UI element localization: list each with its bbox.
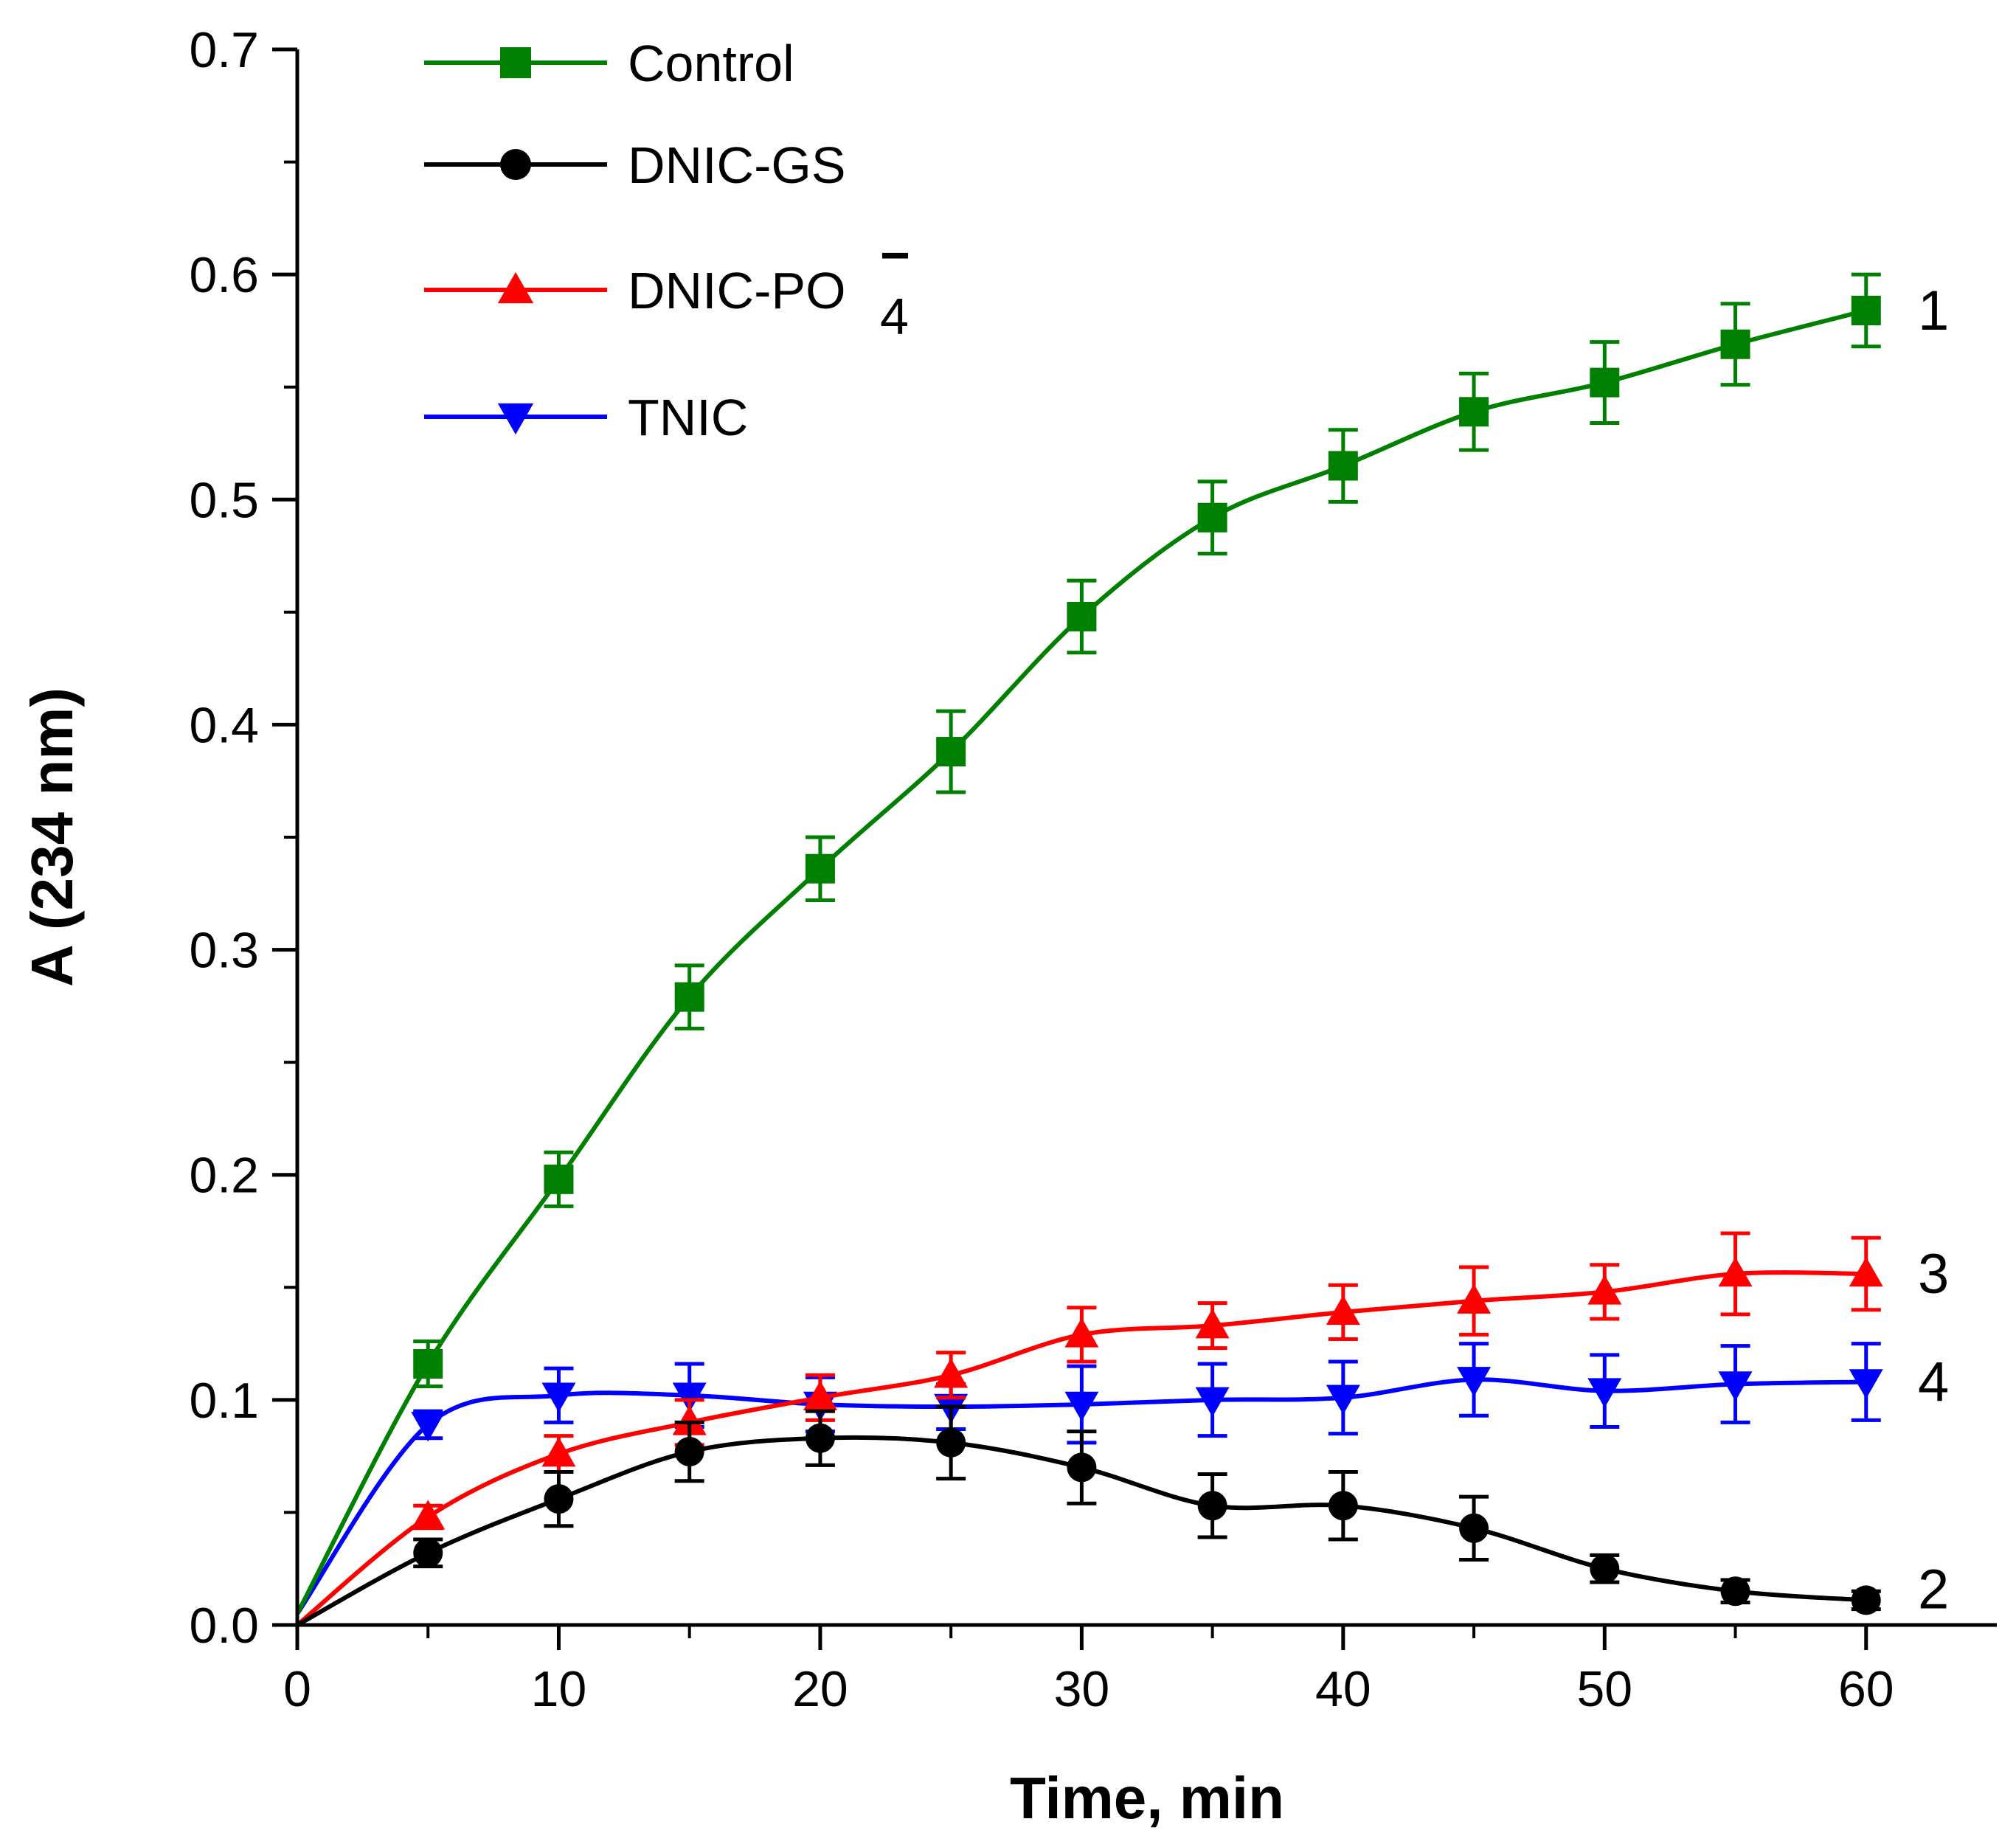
data-point: [1849, 1369, 1883, 1399]
data-point: [805, 853, 835, 884]
x-tick-label: 20: [792, 1661, 848, 1717]
data-point: [1851, 295, 1881, 325]
data-point: [541, 1382, 576, 1413]
legend-label: DNIC-PO: [628, 262, 846, 319]
y-tick-label: 0.3: [189, 923, 259, 979]
x-tick-label: 0: [283, 1661, 311, 1717]
legend-marker: [497, 271, 534, 304]
series-layer: [295, 272, 1883, 1627]
data-point: [1718, 1256, 1753, 1287]
legend-marker: [500, 149, 531, 180]
x-tick-label: 40: [1315, 1661, 1371, 1717]
data-point: [1067, 1452, 1097, 1483]
legend-superscript: −: [880, 226, 910, 284]
x-tick-label: 30: [1054, 1661, 1110, 1717]
data-point: [1459, 397, 1489, 427]
data-point: [1326, 1295, 1360, 1326]
y-tick-label: 0.1: [189, 1373, 259, 1429]
data-point: [1197, 502, 1227, 533]
legend-entry-control: Control: [424, 35, 794, 92]
legend-entry-tnic: TNIC: [424, 389, 748, 446]
legend-label: TNIC: [628, 389, 748, 446]
data-point: [1590, 1553, 1620, 1584]
data-point: [1457, 1283, 1492, 1314]
legend: Control DNIC-GS DNIC-PO 4− TNIC: [424, 35, 910, 446]
series-control: [295, 272, 1881, 1615]
y-tick-label: 0.5: [189, 472, 259, 528]
data-point: [411, 1500, 446, 1530]
data-point: [541, 1437, 576, 1467]
data-point: [936, 737, 966, 767]
series-tnic: [295, 1342, 1883, 1615]
data-point: [803, 1380, 837, 1411]
curve-labels: 1 2 3 4: [1918, 280, 1949, 1621]
data-point: [413, 1538, 443, 1568]
legend-label: Control: [628, 35, 794, 92]
x-axis-title: Time, min: [1010, 1765, 1284, 1831]
legend-subscript: 4: [880, 288, 909, 345]
data-point: [1328, 451, 1358, 481]
data-point: [1067, 601, 1097, 631]
x-tick-label: 50: [1576, 1661, 1632, 1717]
curve-label-1: 1: [1918, 280, 1949, 342]
y-tick-label: 0.7: [189, 22, 259, 78]
data-point: [934, 1358, 969, 1388]
data-point: [413, 1349, 443, 1379]
data-point: [1590, 367, 1620, 398]
data-point: [1326, 1385, 1360, 1415]
data-point: [1587, 1275, 1622, 1305]
legend-marker: [500, 47, 531, 78]
data-point: [1849, 1256, 1883, 1287]
data-point: [1587, 1378, 1622, 1408]
data-point: [936, 1427, 966, 1458]
data-point: [411, 1412, 446, 1442]
data-point: [1851, 1585, 1881, 1615]
data-point: [1457, 1367, 1492, 1397]
curve-label-3: 3: [1918, 1243, 1949, 1306]
curve-label-2: 2: [1918, 1558, 1949, 1621]
data-point: [544, 1484, 574, 1514]
data-point: [1328, 1491, 1358, 1521]
legend-entry-dnic-po4-: DNIC-PO 4−: [424, 226, 910, 345]
x-tick-label: 10: [531, 1661, 587, 1717]
data-point: [1197, 1491, 1227, 1521]
legend-entry-dnic-gs: DNIC-GS: [424, 136, 846, 194]
data-point: [1459, 1513, 1489, 1543]
legend-label: DNIC-GS: [628, 136, 846, 194]
data-point: [1720, 1576, 1750, 1607]
series-line: [295, 308, 1867, 1615]
legend-marker: [497, 403, 534, 435]
data-point: [544, 1164, 574, 1194]
y-tick-label: 0.0: [189, 1598, 259, 1654]
y-tick-label: 0.6: [189, 247, 259, 303]
data-point: [1718, 1371, 1753, 1401]
data-point: [672, 1405, 707, 1435]
data-point: [805, 1423, 835, 1453]
data-point: [1064, 1317, 1099, 1348]
data-point: [672, 1382, 707, 1413]
data-point: [674, 1437, 704, 1467]
y-axis-title: A (234 nm): [19, 687, 85, 987]
data-point: [1720, 329, 1750, 359]
data-point: [1064, 1391, 1099, 1421]
series-dnic-gs: [296, 1404, 1881, 1627]
y-tick-label: 0.4: [189, 697, 259, 753]
series-dnic-po4-: [296, 1231, 1883, 1627]
curve-label-4: 4: [1918, 1351, 1949, 1413]
data-point: [1195, 1309, 1230, 1339]
axes-layer: 0 10 20 30 40 50 60 0.0 0.1 0.2 0.3 0.4 0.5 0.6 0.7 Tim…: [19, 22, 1997, 1831]
x-tick-label: 60: [1838, 1661, 1894, 1717]
data-point: [674, 982, 704, 1012]
data-point: [1195, 1387, 1230, 1417]
y-tick-label: 0.2: [189, 1148, 259, 1204]
